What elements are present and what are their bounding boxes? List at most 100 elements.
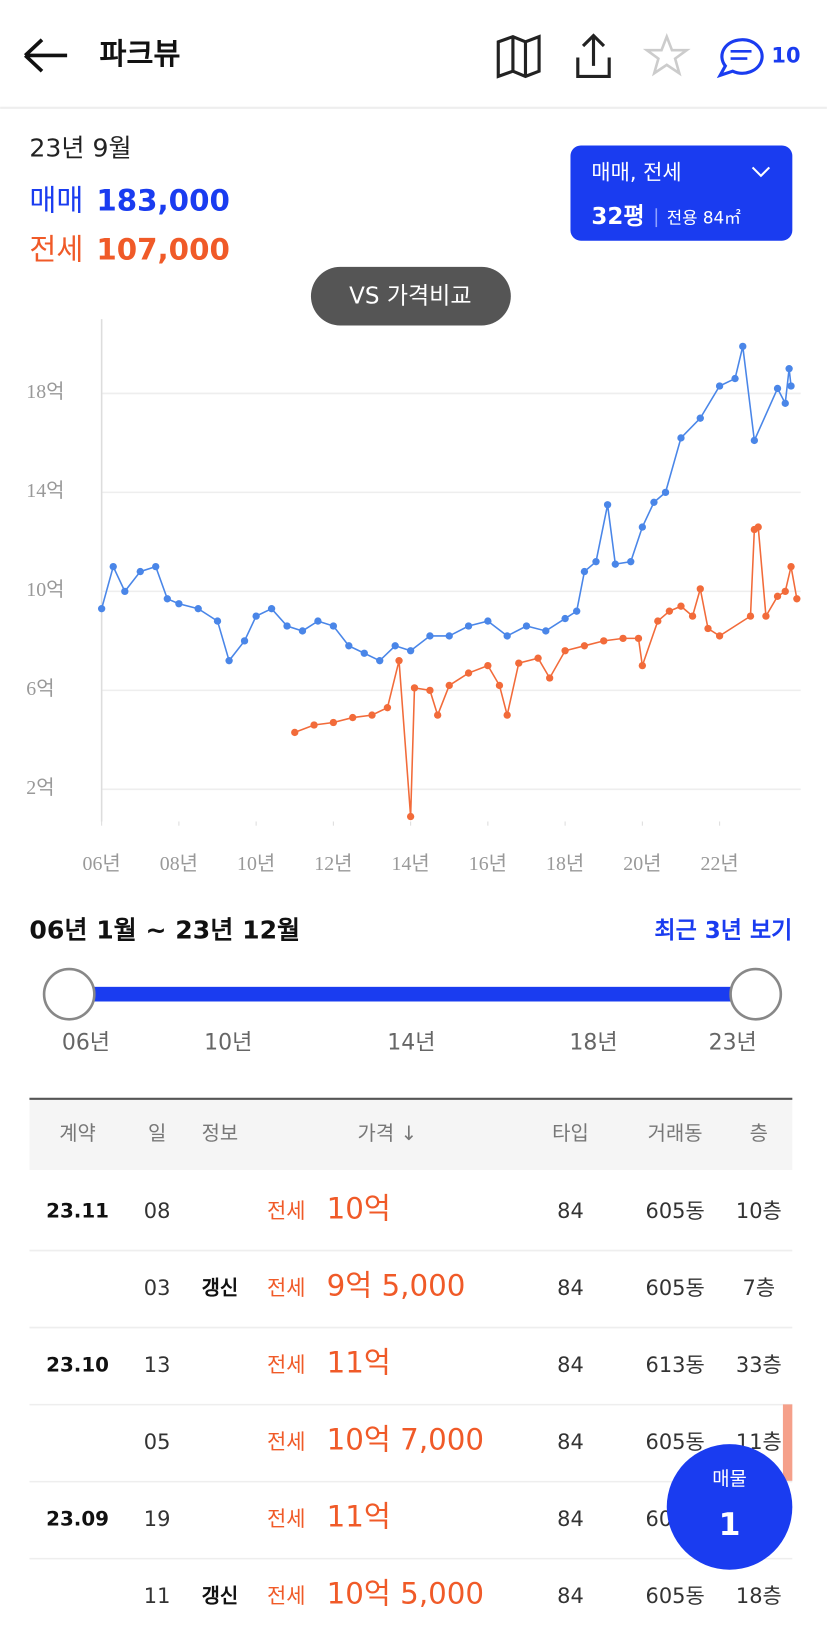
range-ticks: 06년 10년 14년 18년 23년 <box>62 1030 757 1055</box>
back-button[interactable] <box>23 38 68 73</box>
deal-type: 전세 <box>267 1584 305 1608</box>
deal-day: 11 <box>144 1584 171 1608</box>
range-tick-label: 06년 <box>62 1030 110 1055</box>
deal-size: 84 <box>557 1276 584 1300</box>
price-point <box>376 656 384 665</box>
price-point <box>175 600 183 608</box>
price-point <box>661 488 670 497</box>
price-point <box>696 414 704 422</box>
y-tick-label: 10억 <box>26 579 64 601</box>
price-point <box>561 614 569 623</box>
price-point <box>503 632 511 640</box>
deal-floor: 18층 <box>736 1584 782 1608</box>
compare-button[interactable]: VS 가격비교 <box>310 266 511 326</box>
deal-type: 전세 <box>267 1199 305 1223</box>
deal-day: 08 <box>144 1199 171 1223</box>
price-point <box>383 704 392 712</box>
price-point <box>406 812 415 821</box>
price-point <box>433 711 442 719</box>
y-tick-label: 18억 <box>26 381 64 403</box>
deal-type: 전세 <box>267 1353 305 1377</box>
price-point <box>545 674 554 682</box>
price-point <box>542 627 550 635</box>
price-point <box>298 627 307 635</box>
y-tick-label: 2억 <box>26 777 54 799</box>
map-button[interactable] <box>496 34 541 79</box>
filter-button[interactable]: 매매, 전세 32평 전용 84㎡ <box>570 145 793 241</box>
deal-building: 605동 <box>646 1430 705 1454</box>
deal-day: 05 <box>144 1430 171 1454</box>
range-tick-label: 14년 <box>387 1030 435 1055</box>
deal-price: 10억 7,000 <box>327 1422 484 1456</box>
deal-floor: 10층 <box>736 1199 782 1223</box>
deal-price: 9억 5,000 <box>327 1268 466 1302</box>
price-point <box>395 656 403 665</box>
price-point <box>750 436 759 445</box>
price-point <box>650 498 658 506</box>
price-point <box>600 637 608 645</box>
column-header: 계약 <box>59 1122 96 1145</box>
price-point <box>495 681 504 690</box>
recent-button[interactable]: 최근 3년 보기 <box>654 918 792 944</box>
price-point <box>534 654 542 662</box>
price-point <box>696 585 704 593</box>
price-point <box>654 617 662 625</box>
share-button[interactable] <box>576 33 611 78</box>
price-point <box>121 587 129 596</box>
summary-date: 23년 9월 <box>29 134 131 163</box>
deal-price: 11억 <box>327 1345 391 1379</box>
price-point <box>665 607 674 615</box>
deal-type: 전세 <box>267 1430 305 1454</box>
deal-info: 갱신 <box>202 1276 239 1299</box>
price-point <box>715 632 724 640</box>
price-point <box>611 560 619 568</box>
deal-size: 84 <box>557 1430 584 1454</box>
x-tick-label: 14년 <box>392 853 430 875</box>
price-point <box>704 624 712 633</box>
price-point <box>360 649 368 657</box>
range-handle[interactable] <box>729 967 783 1021</box>
jeonse-price: 107,000 <box>96 233 229 267</box>
range-tick-label: 18년 <box>569 1030 617 1055</box>
price-point <box>484 617 492 625</box>
price-point <box>773 592 782 600</box>
price-point <box>739 342 747 351</box>
price-point <box>781 587 789 596</box>
fab-label: 매물 <box>712 1468 747 1490</box>
price-point <box>638 661 647 670</box>
price-point <box>522 622 531 630</box>
price-point <box>731 374 739 383</box>
price-point <box>240 637 249 645</box>
x-tick-label: 06년 <box>83 853 121 875</box>
favorite-button[interactable] <box>642 32 691 77</box>
comment-button[interactable]: 10 <box>716 38 800 79</box>
deal-floor: 33층 <box>736 1353 782 1377</box>
deal-size: 84 <box>557 1353 584 1377</box>
price-point <box>314 617 322 625</box>
x-tick-label: 20년 <box>623 853 661 875</box>
x-tick-label: 10년 <box>237 853 275 875</box>
x-tick-label: 22년 <box>701 853 739 875</box>
price-point <box>410 684 419 692</box>
price-chart: 2억 6억 10억 14억 18억 06년 08년 10년 12년 14년 16년 18년 20년 22년 <box>26 319 801 875</box>
price-point <box>715 382 724 390</box>
price-point <box>97 605 106 613</box>
price-point <box>329 622 338 630</box>
price-point <box>746 612 755 620</box>
contract-month: 23.11 <box>46 1199 109 1222</box>
price-point <box>793 595 801 603</box>
sale-label: 매매 <box>29 183 83 217</box>
price-point <box>787 562 795 571</box>
price-point <box>445 681 453 690</box>
price-point <box>785 365 793 373</box>
listing-fab[interactable]: 매물 1 <box>666 1444 793 1570</box>
price-point <box>345 642 353 650</box>
range-handle[interactable] <box>42 967 96 1021</box>
price-point <box>310 721 318 729</box>
price-point <box>787 382 795 390</box>
row-highlight <box>782 1404 793 1481</box>
deal-building: 605동 <box>646 1276 705 1300</box>
price-point <box>291 728 299 737</box>
price-point <box>368 711 376 719</box>
